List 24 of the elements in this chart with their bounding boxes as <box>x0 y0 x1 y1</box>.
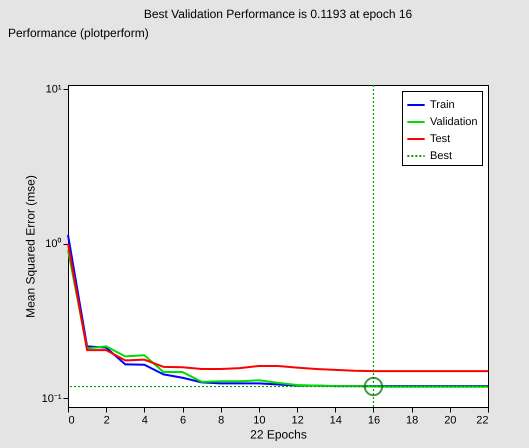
x-tick-label: 12 <box>291 414 304 426</box>
legend-label: Train <box>430 99 455 111</box>
y-tick-label: 10⁰ <box>45 237 62 250</box>
legend-label: Validation <box>430 116 478 128</box>
x-tick-label: 6 <box>180 414 186 426</box>
x-tick-label: 22 <box>476 414 488 426</box>
x-tick-label: 2 <box>104 414 110 426</box>
x-tick-label: 18 <box>406 414 418 426</box>
chart-title: Best Validation Performance is 0.1193 at epoch 16 <box>144 7 413 21</box>
x-tick-label: 10 <box>253 414 266 426</box>
legend-label: Test <box>430 133 450 145</box>
text: Performance (plotperform) <box>8 26 149 40</box>
x-tick-label: 4 <box>142 414 148 426</box>
x-tick-label: 16 <box>368 414 380 426</box>
y-axis-title: Mean Squared Error (mse) <box>24 175 38 318</box>
line-series <box>67 242 489 372</box>
y-tick-label: 10¹ <box>46 83 62 96</box>
x-axis-title: 22 Epochs <box>250 428 307 442</box>
y-tick-label: 10⁻¹ <box>42 392 62 405</box>
legend-label: Best <box>430 150 452 162</box>
x-tick-label: 20 <box>444 414 456 426</box>
x-tick-label: 8 <box>218 414 224 426</box>
x-tick-label: 0 <box>68 414 75 426</box>
x-tick-label: 14 <box>330 414 342 426</box>
